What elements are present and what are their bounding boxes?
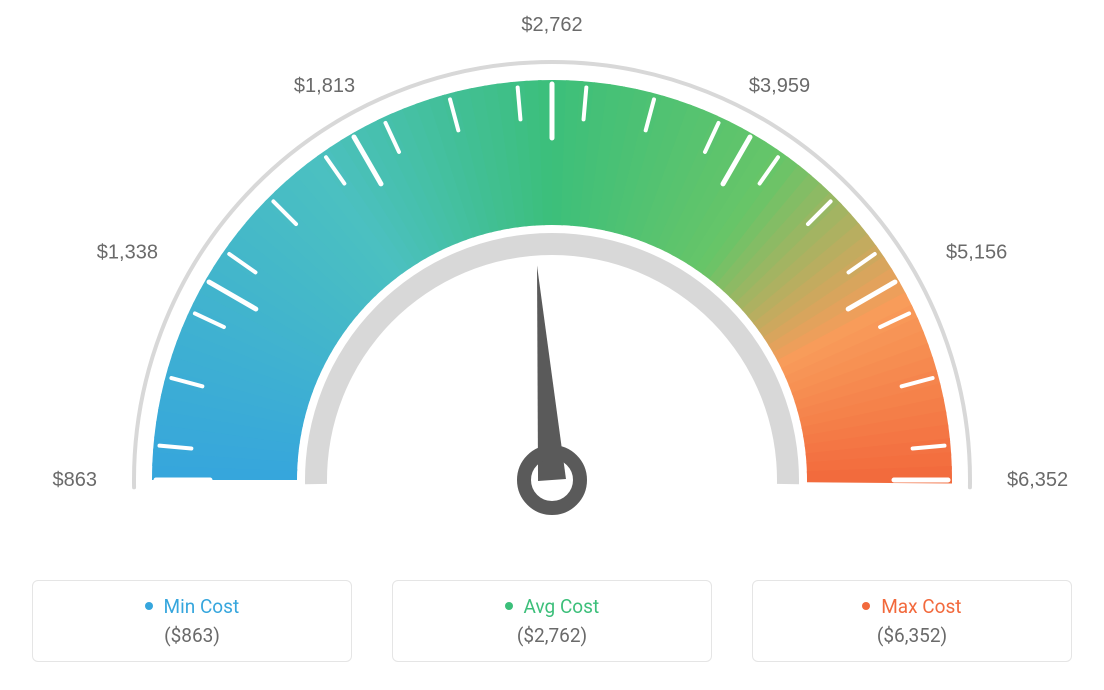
- svg-text:$2,762: $2,762: [521, 14, 582, 36]
- legend-label-max-text: Max Cost: [881, 595, 961, 618]
- svg-text:$5,156: $5,156: [946, 242, 1007, 264]
- legend-bullet-avg: [505, 602, 513, 610]
- svg-text:$6,352: $6,352: [1007, 469, 1068, 491]
- svg-text:$3,959: $3,959: [749, 75, 810, 97]
- legend-label-min: Min Cost: [51, 595, 333, 618]
- gauge-svg: $863 $1,338 $1,813 $2,762 $3,959 $5,156 $6,352: [0, 0, 1104, 560]
- legend-label-avg: Avg Cost: [411, 595, 693, 618]
- svg-text:$1,338: $1,338: [97, 242, 158, 264]
- legend-bullet-min: [145, 602, 153, 610]
- legend-value-max: ($6,352): [771, 624, 1053, 647]
- legend-card-max: Max Cost ($6,352): [752, 580, 1072, 662]
- legend-label-avg-text: Avg Cost: [524, 595, 600, 618]
- legend-bullet-max: [862, 602, 870, 610]
- legend-value-min: ($863): [51, 624, 333, 647]
- legend-card-min: Min Cost ($863): [32, 580, 352, 662]
- svg-text:$863: $863: [53, 469, 98, 491]
- legend-row: Min Cost ($863) Avg Cost ($2,762) Max Co…: [0, 560, 1104, 682]
- svg-text:$1,813: $1,813: [294, 75, 355, 97]
- cost-gauge: $863 $1,338 $1,813 $2,762 $3,959 $5,156 $6,352: [0, 0, 1104, 560]
- legend-card-avg: Avg Cost ($2,762): [392, 580, 712, 662]
- legend-label-max: Max Cost: [771, 595, 1053, 618]
- legend-value-avg: ($2,762): [411, 624, 693, 647]
- legend-label-min-text: Min Cost: [164, 595, 240, 618]
